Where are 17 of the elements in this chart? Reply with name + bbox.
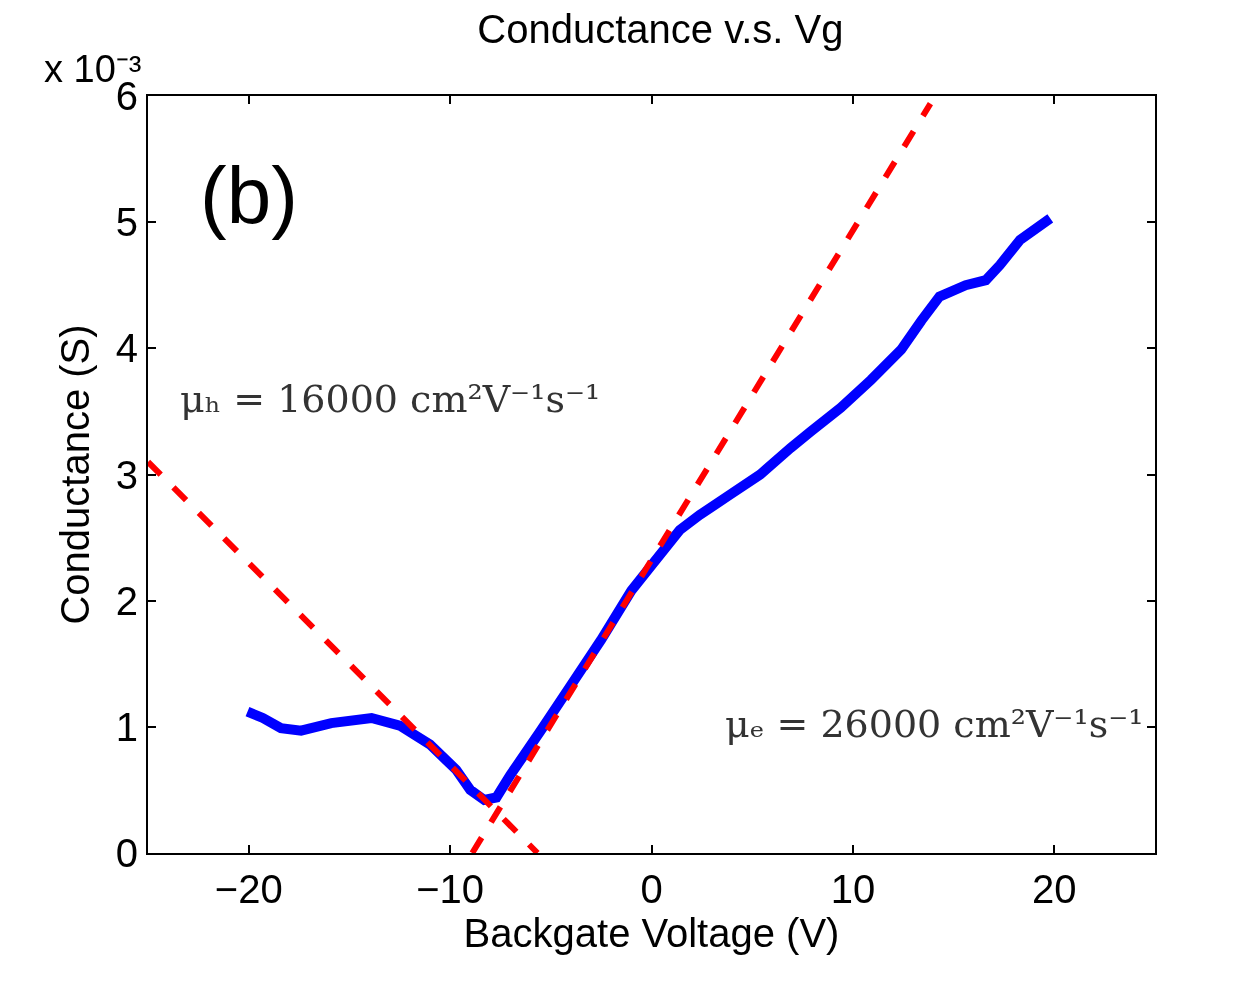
x-tick-label: −10 [416, 867, 485, 911]
x-tick-label: 10 [830, 867, 876, 911]
annotation: μₕ = 16000 cm²V⁻¹s⁻¹ [180, 377, 601, 421]
y-tick-label: 4 [115, 326, 138, 371]
x-tick-label: −20 [214, 867, 283, 911]
y-tick-label: 0 [115, 831, 138, 875]
chart-title: Conductance v.s. Vg [477, 6, 844, 51]
x-axis-title: Backgate Voltage (V) [463, 911, 840, 955]
y-tick-label: 2 [115, 578, 138, 623]
y-axis-title: Conductance (S) [52, 324, 97, 625]
y-tick-label: 3 [115, 452, 138, 497]
y-tick-label: 5 [115, 200, 138, 245]
x-tick-label: 20 [1032, 867, 1077, 911]
annotation: μₑ = 26000 cm²V⁻¹s⁻¹ [725, 702, 1144, 746]
x-tick-label: 0 [640, 867, 663, 911]
y-tick-label: 1 [115, 704, 138, 749]
annotation: (b) [200, 151, 298, 240]
